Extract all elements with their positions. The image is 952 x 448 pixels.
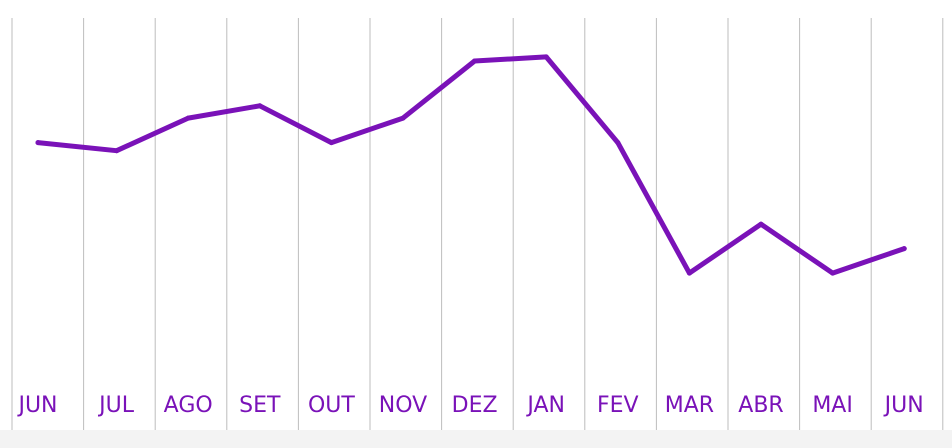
data-point [114,148,120,154]
x-tick-label: MAI [812,393,853,418]
data-point [758,221,764,227]
x-tick-label: JAN [525,393,565,418]
data-point [35,140,41,146]
data-point [686,270,692,276]
x-tick-label: JUL [97,393,135,418]
x-tick-label: MAR [665,393,714,418]
data-point [185,115,191,121]
chart-bottom-band [0,430,952,448]
x-tick-label: FEV [597,393,639,418]
x-tick-label: SET [239,393,281,418]
series-line [35,54,907,276]
x-tick-label: JUN [883,393,924,418]
data-point [328,140,334,146]
x-tick-label: AGO [164,393,213,418]
data-point [543,54,549,60]
data-point [830,270,836,276]
vertical-grid [11,18,944,430]
data-point [901,246,907,252]
x-tick-label: NOV [379,393,427,418]
x-tick-label: ABR [738,393,783,418]
x-axis-tick-labels: JUN JUL AGO SET OUT NOV DEZ JAN FEV MAR ABR MAI JUN [16,393,923,418]
x-tick-label: OUT [308,393,355,418]
x-tick-label: JUN [16,393,57,418]
data-point [257,103,263,109]
data-point [400,115,406,121]
series-layer [35,54,907,276]
data-point [472,58,478,64]
x-tick-label: DEZ [452,393,498,418]
data-point [615,140,621,146]
